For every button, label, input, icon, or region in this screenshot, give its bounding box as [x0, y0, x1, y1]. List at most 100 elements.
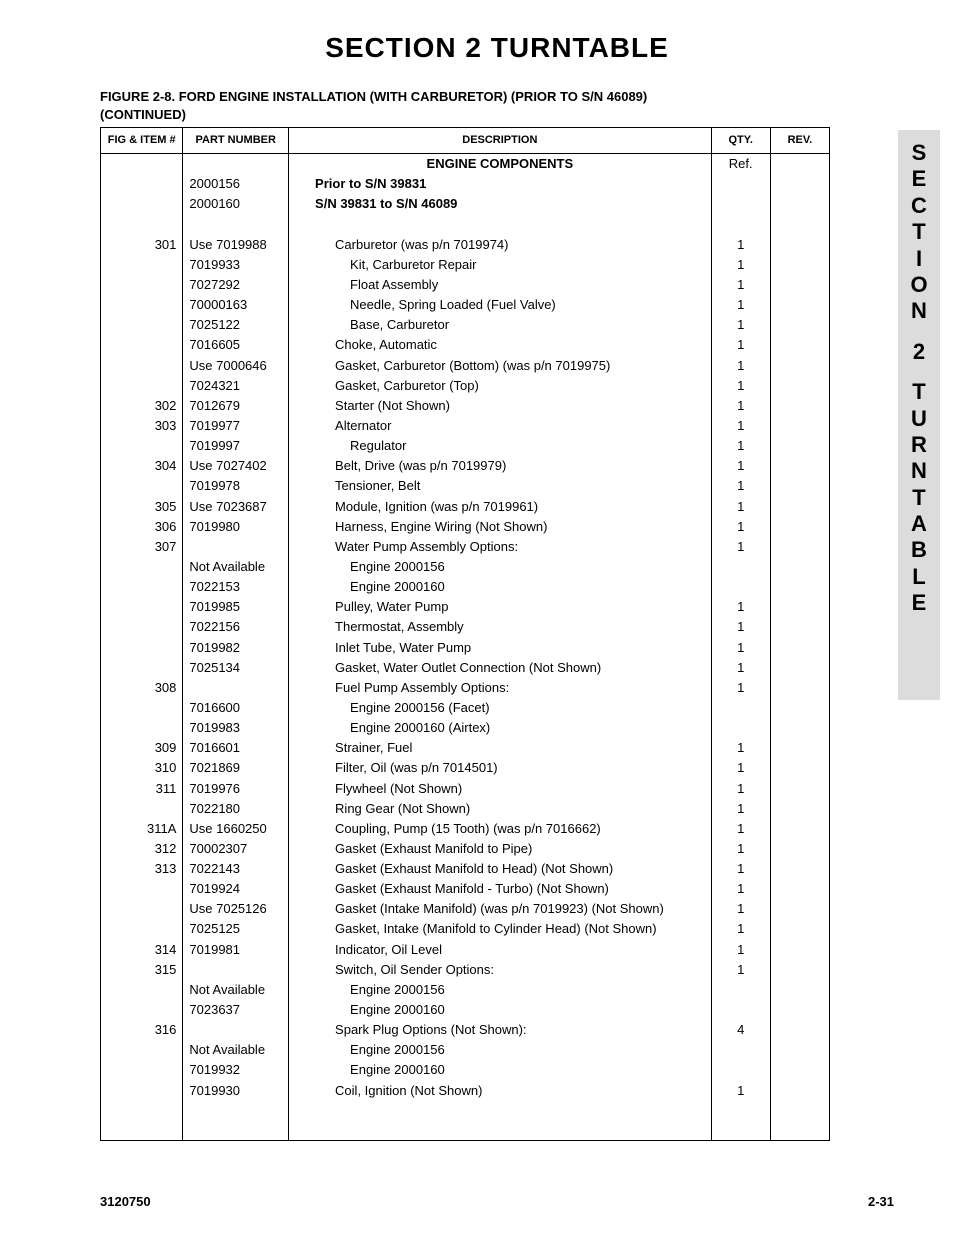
table-row: 7019932Engine 2000160 — [101, 1060, 830, 1080]
cell-desc: Gasket, Carburetor (Bottom) (was p/n 701… — [289, 356, 712, 376]
cell-fig — [101, 597, 183, 617]
cell-qty: 1 — [711, 899, 770, 919]
cell-fig — [101, 174, 183, 194]
side-tab-letter: E — [898, 166, 940, 192]
cell-rev — [770, 396, 829, 416]
cell-qty: 1 — [711, 919, 770, 939]
page-number: 2-31 — [868, 1194, 894, 1209]
cell-desc: Thermostat, Assembly — [289, 617, 712, 637]
cell-rev — [770, 879, 829, 899]
cell-fig — [101, 1040, 183, 1060]
cell-fig — [101, 194, 183, 214]
cell-rev — [770, 1040, 829, 1060]
cell-fig — [101, 638, 183, 658]
cell-desc: Spark Plug Options (Not Shown): — [289, 1020, 712, 1040]
cell-rev — [770, 819, 829, 839]
cell-part: 7022156 — [183, 617, 289, 637]
table-row: 315Switch, Oil Sender Options:1 — [101, 960, 830, 980]
cell-qty — [711, 980, 770, 1000]
cell-qty: 1 — [711, 940, 770, 960]
cell-part — [183, 537, 289, 557]
cell-part: 7019932 — [183, 1060, 289, 1080]
figure-title: FIGURE 2-8. FORD ENGINE INSTALLATION (WI… — [100, 88, 894, 123]
cell-qty: 1 — [711, 235, 770, 255]
cell-qty: 1 — [711, 356, 770, 376]
cell-desc: Gasket (Intake Manifold) (was p/n 701992… — [289, 899, 712, 919]
cell-desc: Prior to S/N 39831 — [289, 174, 712, 194]
table-row: 2000156Prior to S/N 39831 — [101, 174, 830, 194]
table-row: 7019978Tensioner, Belt1 — [101, 476, 830, 496]
table-row: 31270002307Gasket (Exhaust Manifold to P… — [101, 839, 830, 859]
side-tab-letter: T — [898, 485, 940, 511]
col-header-fig: FIG & ITEM # — [101, 128, 183, 154]
table-row — [101, 1101, 830, 1141]
cell-qty: 1 — [711, 416, 770, 436]
cell-desc: Engine 2000160 (Airtex) — [289, 718, 712, 738]
table-row: 7027292Float Assembly1 — [101, 275, 830, 295]
table-row: Not AvailableEngine 2000156 — [101, 557, 830, 577]
cell-desc: Gasket (Exhaust Manifold to Pipe) — [289, 839, 712, 859]
cell-desc: Starter (Not Shown) — [289, 396, 712, 416]
cell-desc: Water Pump Assembly Options: — [289, 537, 712, 557]
cell-fig: 313 — [101, 859, 183, 879]
cell-fig — [101, 356, 183, 376]
cell-rev — [770, 1060, 829, 1080]
cell-part: 70000163 — [183, 295, 289, 315]
cell-fig: 311 — [101, 779, 183, 799]
cell-fig: 302 — [101, 396, 183, 416]
cell-desc: Coupling, Pump (15 Tooth) (was p/n 70166… — [289, 819, 712, 839]
side-tab-letter: T — [898, 219, 940, 245]
cell-fig — [101, 718, 183, 738]
cell-rev — [770, 194, 829, 214]
cell-desc: Gasket (Exhaust Manifold - Turbo) (Not S… — [289, 879, 712, 899]
table-row: 3067019980Harness, Engine Wiring (Not Sh… — [101, 517, 830, 537]
cell-part: 7025134 — [183, 658, 289, 678]
cell-rev — [770, 839, 829, 859]
cell-fig: 304 — [101, 456, 183, 476]
cell-rev — [770, 517, 829, 537]
cell-part: 7022143 — [183, 859, 289, 879]
cell-desc: Flywheel (Not Shown) — [289, 779, 712, 799]
cell-rev — [770, 779, 829, 799]
table-row: 7022180Ring Gear (Not Shown)1 — [101, 799, 830, 819]
cell-qty: 1 — [711, 295, 770, 315]
cell-rev — [770, 638, 829, 658]
table-row: 3137022143Gasket (Exhaust Manifold to He… — [101, 859, 830, 879]
cell-part: Not Available — [183, 557, 289, 577]
side-tab-letter: I — [898, 246, 940, 272]
cell-part: 7019930 — [183, 1081, 289, 1101]
cell-qty — [711, 698, 770, 718]
figure-title-line1: FIGURE 2-8. FORD ENGINE INSTALLATION (WI… — [100, 89, 647, 104]
col-header-rev: REV. — [770, 128, 829, 154]
table-row: 7019924Gasket (Exhaust Manifold - Turbo)… — [101, 879, 830, 899]
cell-fig — [101, 215, 183, 235]
cell-empty — [770, 1101, 829, 1141]
figure-title-line2: (CONTINUED) — [100, 107, 186, 122]
cell-fig: 314 — [101, 940, 183, 960]
side-tab-letter: T — [898, 379, 940, 405]
cell-part: 7019997 — [183, 436, 289, 456]
cell-rev — [770, 758, 829, 778]
side-tab-letter: L — [898, 564, 940, 590]
cell-rev — [770, 678, 829, 698]
cell-desc: Needle, Spring Loaded (Fuel Valve) — [289, 295, 712, 315]
cell-desc — [289, 215, 712, 235]
cell-fig — [101, 919, 183, 939]
cell-desc: Gasket, Intake (Manifold to Cylinder Hea… — [289, 919, 712, 939]
side-tab: SECTION2TURNTABLE — [898, 130, 940, 700]
cell-rev — [770, 980, 829, 1000]
cell-qty: 1 — [711, 779, 770, 799]
cell-desc: Module, Ignition (was p/n 7019961) — [289, 497, 712, 517]
table-row: 2000160S/N 39831 to S/N 46089 — [101, 194, 830, 214]
cell-part: 7019981 — [183, 940, 289, 960]
table-row — [101, 215, 830, 235]
cell-part — [183, 154, 289, 175]
table-header-row: FIG & ITEM # PART NUMBER DESCRIPTION QTY… — [101, 128, 830, 154]
cell-rev — [770, 919, 829, 939]
cell-fig: 309 — [101, 738, 183, 758]
parts-table-body: ENGINE COMPONENTSRef.2000156Prior to S/N… — [101, 154, 830, 1141]
cell-rev — [770, 859, 829, 879]
cell-rev — [770, 1081, 829, 1101]
cell-rev — [770, 476, 829, 496]
cell-desc: ENGINE COMPONENTS — [289, 154, 712, 175]
